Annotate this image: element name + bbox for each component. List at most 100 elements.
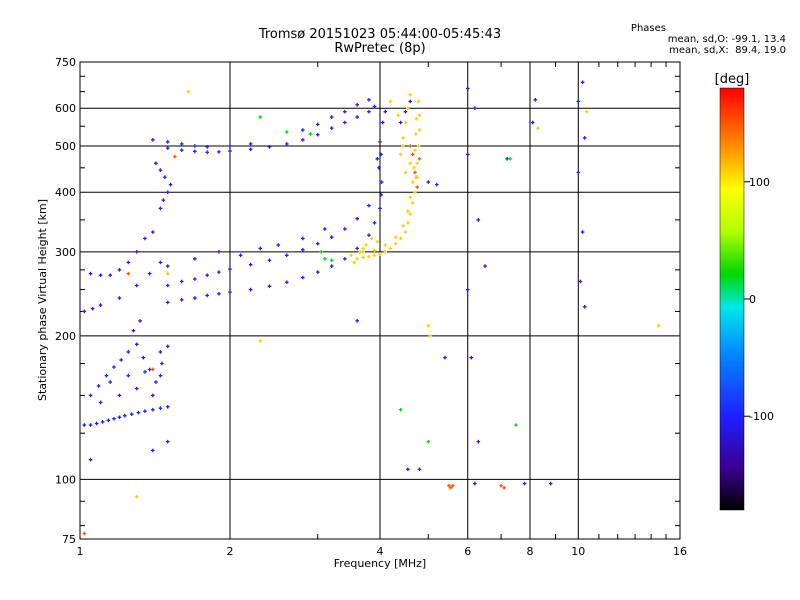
colorbar-tick-label: 0 xyxy=(749,293,756,306)
data-point xyxy=(165,344,170,349)
data-point xyxy=(396,113,400,118)
plot-frame xyxy=(79,61,681,540)
data-point xyxy=(193,149,197,154)
data-point xyxy=(383,250,388,254)
data-point xyxy=(108,380,113,384)
data-point xyxy=(117,268,122,272)
data-point xyxy=(147,271,152,276)
data-point xyxy=(329,235,334,239)
data-point xyxy=(158,350,163,354)
data-point xyxy=(186,89,191,94)
data-point xyxy=(284,253,289,258)
data-point xyxy=(88,423,93,427)
data-point xyxy=(228,290,232,294)
data-point xyxy=(530,120,535,125)
colorbar xyxy=(719,87,745,511)
data-point xyxy=(398,120,403,125)
data-point xyxy=(447,483,451,488)
phase-stats-x: mean, sd,X: 89.4, 19.0 xyxy=(669,45,786,56)
data-point xyxy=(426,180,431,184)
data-point xyxy=(377,166,381,170)
data-point xyxy=(533,97,538,102)
data-point xyxy=(343,227,347,231)
data-point xyxy=(193,144,197,148)
data-point xyxy=(136,410,141,415)
data-point xyxy=(476,439,481,444)
data-point xyxy=(403,170,408,175)
data-point xyxy=(372,253,377,258)
data-point xyxy=(126,373,131,378)
x-tick-label: 10 xyxy=(571,545,585,558)
data-point xyxy=(410,180,415,184)
data-point xyxy=(473,481,477,486)
data-point xyxy=(398,152,403,157)
data-point xyxy=(217,270,221,274)
data-points xyxy=(82,80,661,536)
data-point xyxy=(417,157,422,161)
data-point xyxy=(248,262,253,267)
data-point xyxy=(117,393,122,398)
data-point xyxy=(165,190,170,195)
data-point xyxy=(403,109,408,114)
data-point xyxy=(276,243,281,247)
data-point xyxy=(499,483,503,488)
data-point xyxy=(205,150,209,155)
data-point xyxy=(141,355,146,360)
data-point xyxy=(308,132,313,136)
data-point xyxy=(406,467,410,472)
colorbar-ticks: 100 0 -100 xyxy=(744,176,774,423)
data-point xyxy=(158,373,163,378)
data-point xyxy=(343,109,347,114)
data-point xyxy=(580,230,585,234)
data-point xyxy=(134,283,139,288)
data-point xyxy=(258,339,263,343)
data-point xyxy=(398,236,403,241)
data-point xyxy=(406,106,410,111)
data-point xyxy=(580,80,585,85)
data-point xyxy=(415,185,419,189)
data-point xyxy=(372,221,377,225)
data-point xyxy=(358,250,362,254)
data-point xyxy=(408,99,413,104)
data-point xyxy=(154,161,158,166)
data-point xyxy=(408,93,413,97)
data-point xyxy=(548,481,553,486)
data-point xyxy=(129,412,134,416)
data-point xyxy=(117,296,122,300)
data-point xyxy=(502,486,506,490)
data-point xyxy=(449,486,453,490)
data-point xyxy=(165,283,170,288)
y-tick-label: 750 xyxy=(55,56,76,69)
data-point xyxy=(426,323,431,328)
data-point xyxy=(414,117,419,121)
data-point xyxy=(151,448,155,453)
data-point xyxy=(367,203,371,208)
data-point xyxy=(323,227,327,231)
data-point xyxy=(134,342,139,347)
data-point xyxy=(217,291,221,296)
data-point xyxy=(284,142,289,146)
data-point xyxy=(406,221,410,225)
data-point xyxy=(352,260,356,265)
data-point xyxy=(165,146,170,150)
data-point xyxy=(100,420,105,424)
x-tick-label: 16 xyxy=(673,545,687,558)
data-point xyxy=(193,257,197,261)
y-tick-label: 500 xyxy=(55,140,76,153)
x-tick-label: 4 xyxy=(377,545,384,558)
data-point xyxy=(88,393,93,398)
data-point xyxy=(393,241,398,246)
x-tick-label: 1 xyxy=(77,545,84,558)
data-point xyxy=(143,370,147,374)
data-point xyxy=(367,254,371,259)
data-point xyxy=(473,106,477,111)
data-point xyxy=(301,275,305,280)
data-point xyxy=(126,260,131,265)
data-point xyxy=(315,270,320,274)
data-point xyxy=(248,287,253,292)
data-point xyxy=(82,309,87,314)
data-point xyxy=(112,416,116,421)
data-point xyxy=(361,255,365,260)
data-point xyxy=(98,303,103,307)
data-point xyxy=(355,257,359,261)
